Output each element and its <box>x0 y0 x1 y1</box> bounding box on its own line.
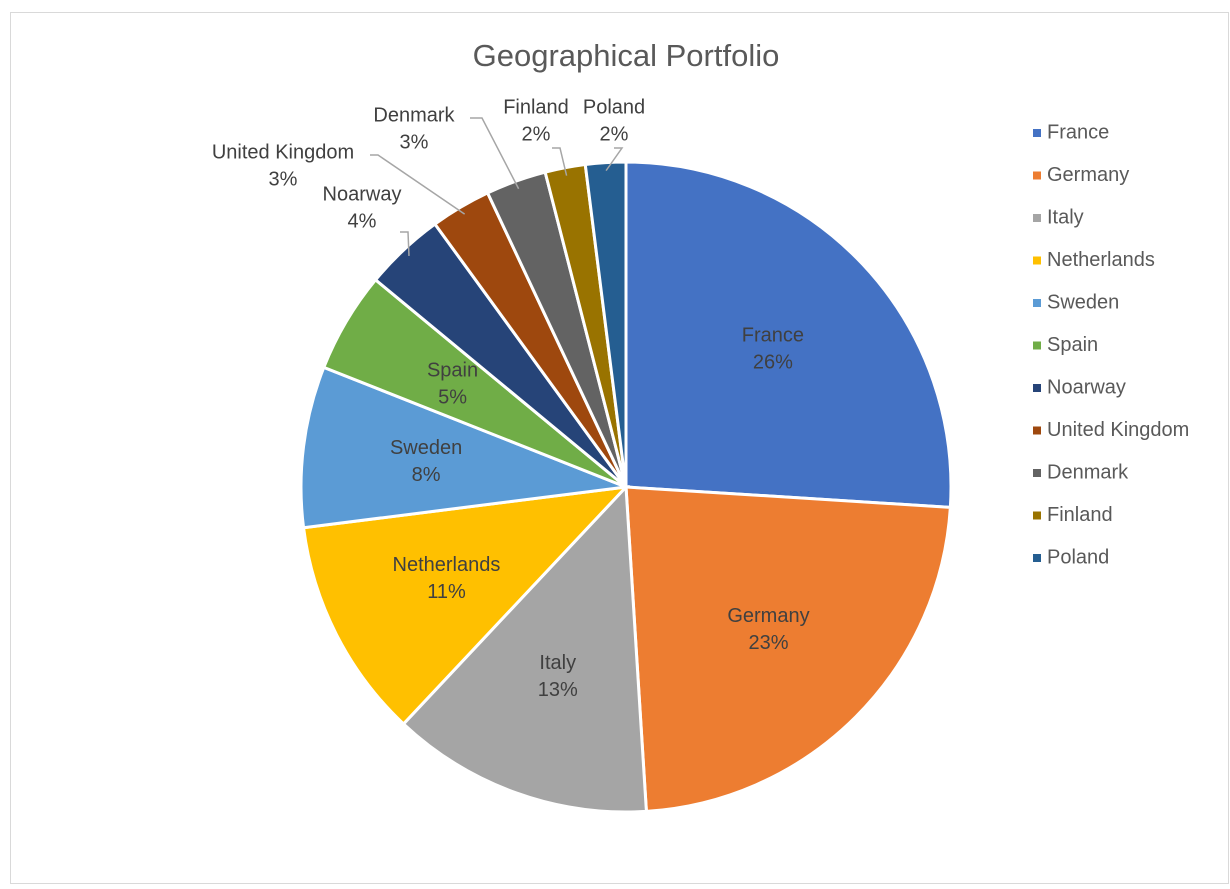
data-label-value: 8% <box>412 464 441 486</box>
leader-line <box>370 154 466 215</box>
legend-swatch <box>1033 384 1041 392</box>
legend-label: Finland <box>1047 504 1113 526</box>
legend-swatch <box>1033 426 1041 435</box>
data-label-name: United Kingdom <box>212 141 354 163</box>
data-label-value: 3% <box>269 168 298 190</box>
legend-label: Germany <box>1047 164 1129 186</box>
legend-label: France <box>1047 121 1109 143</box>
chart-title: Geographical Portfolio <box>473 38 780 73</box>
data-label-name: France <box>742 324 804 346</box>
data-label-name: Poland <box>583 96 645 118</box>
data-label-value: 3% <box>400 131 429 153</box>
data-label-name: Finland <box>503 96 569 118</box>
legend-swatch <box>1033 299 1041 307</box>
legend-swatch <box>1033 341 1041 350</box>
pie-slice <box>401 483 648 814</box>
pie-slice <box>301 484 630 727</box>
data-label-name: Germany <box>727 605 809 627</box>
data-label-value: 5% <box>438 387 467 409</box>
data-label-name: Italy <box>539 652 576 674</box>
leader-line <box>400 231 410 256</box>
data-label-name: Denmark <box>373 104 455 126</box>
legend-swatch <box>1033 214 1041 222</box>
legend-label: Italy <box>1047 206 1084 228</box>
legend-swatch <box>1033 469 1041 477</box>
pie-slice <box>624 485 952 813</box>
data-label-value: 23% <box>748 632 788 654</box>
legend-label: Spain <box>1047 334 1098 356</box>
legend-swatch <box>1033 129 1041 137</box>
data-label-name: Spain <box>427 360 478 382</box>
pie-slice <box>299 365 627 530</box>
leader-line <box>552 147 568 176</box>
data-label-name: Netherlands <box>393 554 501 576</box>
data-label-name: Sweden <box>390 437 462 459</box>
data-label-value: 13% <box>538 679 578 701</box>
legend-label: Sweden <box>1047 291 1119 313</box>
data-label-name: Noarway <box>323 183 402 205</box>
data-label-value: 2% <box>600 123 629 145</box>
leader-line <box>605 147 624 172</box>
legend-label: Noarway <box>1047 376 1126 398</box>
legend-swatch <box>1033 554 1041 562</box>
data-label-value: 4% <box>348 210 377 232</box>
pie-slice <box>624 160 953 509</box>
legend-label: Netherlands <box>1047 249 1155 271</box>
data-label-value: 26% <box>753 351 793 373</box>
legend-swatch <box>1033 511 1041 520</box>
legend-label: Denmark <box>1047 461 1129 483</box>
data-label-value: 11% <box>427 581 466 603</box>
leader-line <box>470 117 520 190</box>
legend-swatch <box>1033 171 1041 180</box>
legend-label: United Kingdom <box>1047 419 1189 441</box>
pie-slice <box>583 160 628 488</box>
legend-swatch <box>1033 256 1041 265</box>
legend-label: Poland <box>1047 546 1109 568</box>
data-label-value: 2% <box>522 123 551 145</box>
